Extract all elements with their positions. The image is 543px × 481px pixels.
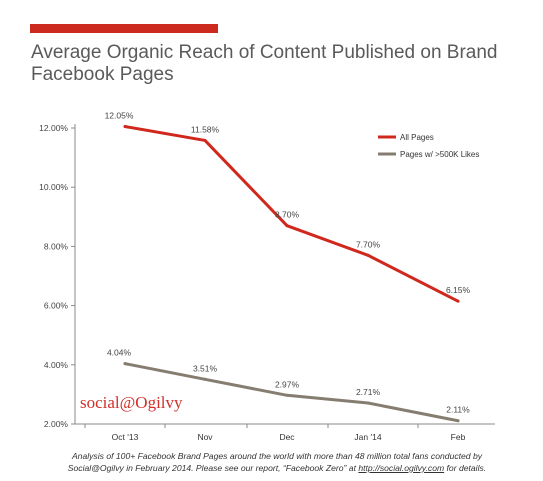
data-label: 6.15%: [446, 285, 471, 295]
data-point: [285, 224, 289, 228]
accent-bar: [30, 24, 218, 33]
y-tick-label: 8.00%: [44, 241, 69, 251]
y-tick-label: 12.00%: [39, 123, 68, 133]
y-tick-label: 4.00%: [44, 360, 69, 370]
data-label: 2.71%: [356, 387, 381, 397]
data-label: 3.51%: [193, 363, 218, 373]
y-tick-label: 6.00%: [44, 301, 69, 311]
x-tick-label: Oct '13: [112, 432, 139, 442]
data-point: [203, 377, 207, 381]
x-tick-label: Feb: [451, 432, 466, 442]
x-tick-label: Jan '14: [354, 432, 381, 442]
data-point: [366, 253, 370, 257]
data-label: 8.70%: [275, 210, 300, 220]
social-ogilvy-logo: social@Ogilvy: [80, 393, 183, 412]
x-tick-label: Nov: [197, 432, 213, 442]
chart-title: Average Organic Reach of Content Publish…: [31, 42, 498, 85]
y-tick-label: 10.00%: [39, 182, 68, 192]
data-label: 2.97%: [275, 379, 300, 389]
legend-label: All Pages: [400, 133, 434, 142]
data-point: [123, 362, 127, 366]
footnote-line-1: Analysis of 100+ Facebook Brand Pages ar…: [71, 451, 483, 461]
data-point: [123, 125, 127, 129]
footnote: Analysis of 100+ Facebook Brand Pages ar…: [22, 450, 532, 474]
legend-label: Pages w/ >500K Likes: [400, 150, 479, 159]
data-label: 4.04%: [107, 348, 132, 358]
x-tick-label: Dec: [279, 432, 295, 442]
data-point: [366, 401, 370, 405]
data-point: [456, 419, 460, 423]
data-label: 12.05%: [105, 111, 134, 121]
data-label: 11.58%: [191, 124, 220, 134]
footnote-line-2-end: for details.: [444, 463, 487, 473]
data-label: 2.11%: [446, 405, 470, 415]
y-tick-label: 2.00%: [44, 419, 69, 429]
footnote-link[interactable]: http://social.ogilvy.com: [358, 463, 445, 473]
data-point: [285, 393, 289, 397]
footnote-line-2: Social@Ogilvy in February 2014. Please s…: [67, 463, 359, 473]
data-label: 7.70%: [356, 239, 381, 249]
data-point: [456, 299, 460, 303]
data-point: [203, 138, 207, 142]
